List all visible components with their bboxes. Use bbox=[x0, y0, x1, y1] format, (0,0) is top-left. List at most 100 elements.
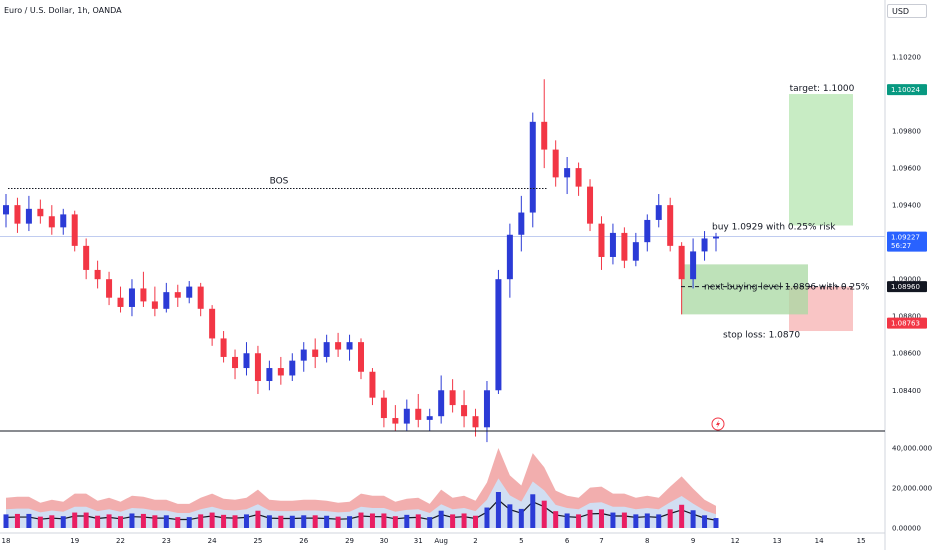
candle-body bbox=[541, 121, 548, 150]
time-tick-label: 8 bbox=[645, 537, 649, 545]
volume-bar bbox=[335, 516, 341, 528]
volume-bar bbox=[243, 514, 249, 528]
bos-label: BOS bbox=[270, 176, 289, 186]
price-tick-label: 1.09400 bbox=[892, 202, 921, 210]
volume-bar bbox=[427, 517, 433, 528]
price-tick-label: 1.08800 bbox=[892, 313, 921, 321]
candle-body bbox=[323, 342, 330, 357]
candle-body bbox=[289, 360, 296, 376]
volume-bar bbox=[221, 514, 227, 528]
volume-bar bbox=[37, 516, 43, 528]
volume-bar bbox=[198, 514, 204, 528]
candle-body bbox=[140, 288, 147, 302]
volume-bar bbox=[633, 514, 639, 528]
volume-bar bbox=[301, 515, 307, 528]
candle-body bbox=[552, 149, 559, 178]
volume-bar bbox=[49, 515, 55, 528]
volume-bar bbox=[266, 515, 272, 528]
volume-bar bbox=[347, 516, 353, 528]
stop-label: stop loss: 1.0870 bbox=[723, 331, 800, 341]
volume-bar bbox=[576, 514, 582, 528]
volume-bar bbox=[621, 512, 627, 528]
target-zone bbox=[789, 94, 853, 226]
candle-body bbox=[163, 292, 170, 309]
annotations: BOS target: 1.1000 buy 1.0929 with 0.25% r… bbox=[8, 84, 870, 431]
time-tick-label: 12 bbox=[731, 537, 740, 545]
candle-body bbox=[209, 308, 216, 339]
time-tick-label: 15 bbox=[857, 537, 866, 545]
price-tick-label: 1.08400 bbox=[892, 387, 921, 395]
candle-body bbox=[529, 121, 536, 213]
candle-body bbox=[587, 186, 594, 224]
volume-bar bbox=[140, 513, 146, 528]
volume-bar bbox=[392, 516, 398, 528]
time-tick-label: Aug bbox=[434, 537, 448, 545]
candle-body bbox=[37, 208, 44, 217]
price-tick-label: 1.09600 bbox=[892, 165, 921, 173]
volume-bar bbox=[713, 518, 719, 528]
volume-bar bbox=[587, 509, 593, 528]
price-tag bbox=[887, 317, 927, 329]
volume-bar bbox=[324, 515, 330, 528]
volume-bar bbox=[679, 504, 685, 528]
volume-bar bbox=[530, 494, 536, 528]
time-tick-label: 18 bbox=[2, 537, 11, 545]
candle-body bbox=[220, 338, 227, 357]
time-tick-label: 22 bbox=[116, 537, 125, 545]
candle-body bbox=[197, 286, 204, 309]
volume-bar bbox=[702, 515, 708, 528]
time-tick-label: 30 bbox=[379, 537, 388, 545]
candlestick-series bbox=[3, 79, 719, 443]
time-tick-label: 19 bbox=[70, 537, 79, 545]
volume-bar bbox=[152, 515, 158, 528]
time-tick-label: 14 bbox=[815, 537, 824, 545]
candle-body bbox=[71, 214, 78, 246]
next-level-label: next buying level 1.0896 with 0.25% bbox=[704, 283, 870, 293]
time-tick-label: 5 bbox=[519, 537, 523, 545]
volume-bar bbox=[255, 510, 261, 528]
price-tick-label: 1.10200 bbox=[892, 54, 921, 62]
candle-body bbox=[83, 245, 90, 270]
volume-bar bbox=[72, 512, 78, 528]
candle-body bbox=[495, 279, 502, 391]
time-tick-label: 31 bbox=[414, 537, 423, 545]
volume-bar bbox=[312, 515, 318, 528]
candle-body bbox=[186, 286, 193, 298]
volume-bar bbox=[438, 510, 444, 528]
volume-bar bbox=[163, 515, 169, 528]
price-tag-label: 1.10024 bbox=[891, 86, 920, 94]
price-tick-label: 1.09800 bbox=[892, 128, 921, 136]
volume-bar bbox=[369, 513, 375, 528]
volume-bar bbox=[473, 515, 479, 528]
volume-bar bbox=[461, 513, 467, 528]
currency-selector[interactable]: USD bbox=[887, 4, 927, 18]
candle-body bbox=[701, 238, 708, 252]
time-tick-label: 13 bbox=[773, 537, 782, 545]
volume-bar bbox=[644, 513, 650, 528]
price-tag bbox=[887, 84, 927, 96]
time-tick-label: 9 bbox=[691, 537, 695, 545]
volume-bar bbox=[656, 514, 662, 528]
time-tick-label: 23 bbox=[162, 537, 171, 545]
candle-body bbox=[644, 219, 651, 243]
candle-body bbox=[106, 279, 113, 298]
candle-body bbox=[667, 205, 674, 246]
candle-body bbox=[232, 356, 239, 369]
candle-body bbox=[713, 236, 719, 239]
volume-bar bbox=[598, 509, 604, 528]
volume-bar bbox=[610, 512, 616, 528]
price-tag bbox=[887, 281, 927, 293]
candle-body bbox=[243, 353, 250, 369]
volume-bar bbox=[495, 492, 501, 528]
candle-body bbox=[415, 408, 422, 420]
price-tag-label: 1.08763 bbox=[891, 320, 920, 328]
symbol-title: Euro / U.S. Dollar, 1h, OANDA bbox=[4, 6, 122, 15]
candle-body bbox=[690, 251, 697, 280]
candle-body bbox=[14, 205, 21, 224]
volume-bar bbox=[83, 512, 89, 528]
volume-bar bbox=[450, 514, 456, 528]
candle-body bbox=[300, 349, 307, 361]
candle-body bbox=[461, 405, 468, 417]
